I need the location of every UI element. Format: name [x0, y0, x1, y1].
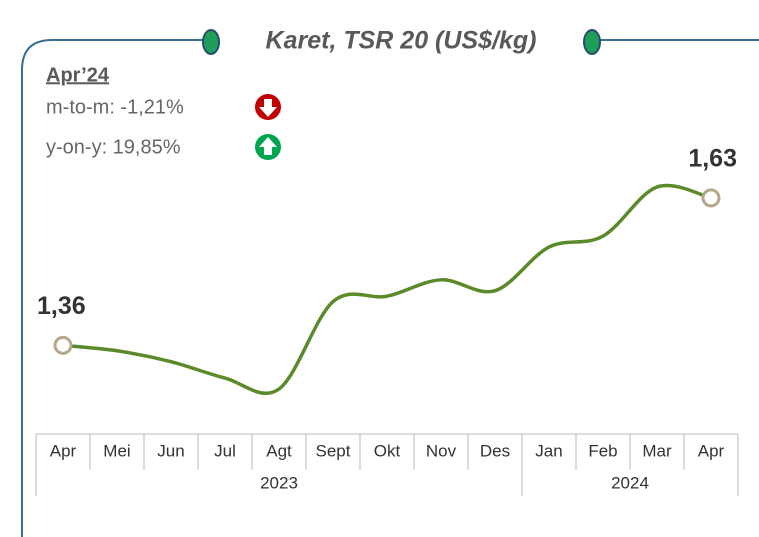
x-tick-label: Apr	[50, 441, 77, 460]
yoy: y-on-y: 19,85%	[46, 136, 181, 158]
x-tick-label: Jan	[535, 441, 562, 460]
title-dot	[202, 29, 220, 55]
title-dot	[583, 29, 601, 55]
x-tick-label: Feb	[588, 441, 617, 460]
down-icon	[255, 94, 281, 120]
line	[62, 183, 712, 396]
data-label: 1,36	[37, 292, 86, 320]
x-tick-label: Jun	[157, 441, 184, 460]
x-tick-label: Des	[480, 441, 510, 460]
x-tick-label: Apr	[698, 441, 725, 460]
mom: m-to-m: -1,21%	[46, 96, 184, 118]
frame	[21, 39, 205, 537]
x-tick-label: Sept	[316, 441, 351, 460]
x-tick-label: Nov	[426, 441, 457, 460]
x-tick-label: Mar	[642, 441, 672, 460]
x-group-label: 2023	[260, 473, 298, 492]
x-tick-label: Jul	[214, 441, 236, 460]
chart-title: Karet, TSR 20 (US$/kg)	[266, 27, 537, 55]
marker	[701, 188, 721, 208]
data-label: 1,63	[688, 145, 737, 173]
period: Apr’24	[46, 64, 110, 86]
x-tick-label: Mei	[103, 441, 130, 460]
x-group-label: 2024	[611, 473, 649, 492]
marker	[53, 335, 73, 355]
x-tick-label: Agt	[266, 441, 292, 460]
up-icon	[255, 134, 281, 160]
x-tick-label: Okt	[374, 441, 401, 460]
